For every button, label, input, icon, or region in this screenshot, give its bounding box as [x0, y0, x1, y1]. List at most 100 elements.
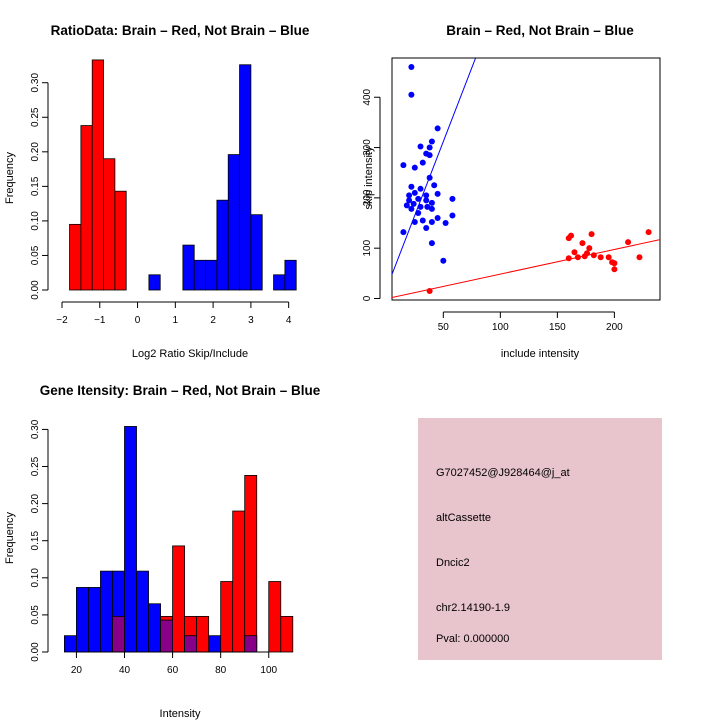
- scatter-x-tick-label-2: 150: [549, 322, 566, 333]
- ratio-hist-x-tick-label-6: 4: [286, 315, 292, 326]
- scatter-point-notbrain-16: [411, 189, 418, 196]
- scatter-point-notbrain-30: [415, 209, 422, 216]
- intensity-histogram-bars: [64, 426, 294, 653]
- intensity-hist-y-tick-label-5: 0.25: [30, 456, 41, 476]
- scatter-point-notbrain-4: [426, 144, 433, 151]
- ratio-hist-bar-brain-0: [69, 223, 82, 291]
- intensity-hist-bar-notbrain-2: [88, 587, 101, 653]
- scatter-point-notbrain-19: [449, 195, 456, 202]
- ratio-hist-bar-brain-4: [114, 190, 127, 291]
- scatter-point-notbrain-7: [428, 138, 435, 145]
- scatter-point-brain-10: [590, 252, 597, 259]
- scatter-point-notbrain-39: [428, 240, 435, 247]
- scatter-point-notbrain-11: [426, 174, 433, 181]
- scatter-title: Brain – Red, Not Brain – Blue: [446, 23, 634, 38]
- scatter-point-notbrain-38: [400, 229, 407, 236]
- intensity-hist-bar-notbrain-6: [136, 570, 149, 653]
- scatter-point-notbrain-36: [442, 220, 449, 227]
- intensity-hist-bar-brain-7: [244, 475, 258, 653]
- scatter-point-notbrain-15: [406, 192, 413, 199]
- intensity-hist-bar-notbrain-5: [124, 426, 137, 653]
- info-location: chr2.14190-1.9: [436, 602, 510, 614]
- scatter-point-notbrain-27: [424, 203, 431, 210]
- scatter-x-tick-label-1: 100: [492, 322, 509, 333]
- intensity-hist-bar-overlap-1: [160, 619, 173, 653]
- scatter-point-brain-6: [565, 255, 572, 262]
- scatter-point-notbrain-14: [431, 182, 438, 189]
- ratio-histogram-title: RatioData: Brain – Red, Not Brain – Blue: [51, 23, 310, 38]
- scatter-ylabel: skip intensity: [363, 146, 375, 209]
- intensity-hist-bar-notbrain-12: [208, 635, 222, 653]
- ratio-hist-y-tick-label-6: 0.30: [30, 73, 41, 93]
- ratio-histogram-axes: −2 −1 0 1 2 3 4 0.00 0.05 0.10 0.15 0.20 0.25 0.30: [30, 73, 292, 326]
- ratio-hist-bar-notbrain-6: [239, 64, 252, 291]
- scatter-point-notbrain-28: [408, 205, 415, 212]
- info-event-type: altCassette: [436, 512, 491, 524]
- ratio-hist-x-tick-label-4: 2: [210, 315, 216, 326]
- scatter-point-notbrain-9: [400, 162, 407, 169]
- scatter-point-notbrain-8: [419, 159, 426, 166]
- scatter-point-notbrain-3: [417, 143, 424, 150]
- scatter-y-tick-label-2: 200: [362, 189, 373, 206]
- ratio-hist-bar-brain-3: [103, 158, 116, 291]
- scatter-point-brain-1: [568, 232, 575, 239]
- intensity-hist-bar-notbrain-7: [148, 603, 161, 653]
- scatter-point-brain-5: [586, 245, 593, 252]
- scatter-fit-line-notbrain: [392, 58, 477, 275]
- scatter-x-tick-label-0: 50: [438, 322, 450, 333]
- scatter-y-tick-label-0: 0: [362, 295, 373, 301]
- ratio-hist-bar-notbrain-4: [216, 199, 229, 291]
- scatter-fit-line-brain: [392, 239, 660, 298]
- intensity-hist-bar-brain-9: [280, 615, 294, 653]
- intensity-hist-x-tick-label-2: 60: [167, 665, 179, 676]
- scatter-point-brain-19: [426, 287, 433, 294]
- intensity-hist-y-tick-label-3: 0.15: [30, 531, 41, 551]
- intensity-hist-bar-overlap-0: [112, 615, 125, 653]
- intensity-hist-y-tick-label-6: 0.30: [30, 419, 41, 439]
- scatter-point-brain-18: [645, 229, 652, 236]
- scatter-plot-box: [391, 57, 661, 301]
- ratio-hist-x-tick-label-0: −2: [56, 315, 68, 326]
- scatter-point-brain-2: [588, 231, 595, 238]
- scatter-point-notbrain-31: [449, 212, 456, 219]
- ratio-histogram-ylabel: Frequency: [4, 152, 16, 204]
- scatter-point-notbrain-26: [417, 203, 424, 210]
- intensity-hist-bar-brain-5: [220, 581, 234, 653]
- intensity-hist-bar-brain-6: [232, 510, 246, 653]
- scatter-axes: 50 100 150 200 0 100 200 300 400: [362, 88, 623, 333]
- intensity-histogram-panel: Gene Itensity: Brain – Red, Not Brain – …: [4, 383, 321, 720]
- intensity-scatter-panel: Brain – Red, Not Brain – Blue include in…: [362, 23, 661, 360]
- ratio-hist-y-tick-label-4: 0.20: [30, 142, 41, 162]
- scatter-point-brain-7: [574, 254, 581, 261]
- intensity-hist-bar-overlap-3: [184, 635, 198, 653]
- ratio-hist-y-tick-label-1: 0.05: [30, 245, 41, 265]
- intensity-histogram-ylabel: Frequency: [4, 512, 16, 564]
- intensity-histogram-axes: 20 40 60 80 100 0.00 0.05 0.10 0.15 0.20 0.25 0.30: [30, 419, 278, 676]
- ratio-hist-y-tick-label-3: 0.15: [30, 176, 41, 196]
- intensity-hist-bar-brain-2: [172, 545, 186, 653]
- scatter-point-brain-17: [636, 254, 643, 261]
- scatter-point-brain-4: [579, 240, 586, 247]
- scatter-point-notbrain-17: [423, 192, 430, 199]
- intensity-hist-x-tick-label-3: 80: [215, 665, 227, 676]
- ratio-hist-bar-notbrain-5: [227, 154, 240, 291]
- scatter-y-tick-label-4: 400: [362, 88, 373, 105]
- scatter-point-brain-12: [605, 254, 612, 261]
- intensity-hist-y-tick-label-2: 0.10: [30, 568, 41, 588]
- scatter-point-notbrain-37: [423, 225, 430, 232]
- ratio-hist-x-tick-label-2: 0: [135, 315, 141, 326]
- intensity-hist-y-tick-label-0: 0.00: [30, 642, 41, 662]
- intensity-hist-bar-brain-4: [196, 615, 210, 653]
- info-gene-name: Dncic2: [436, 557, 470, 569]
- ratio-hist-y-tick-label-5: 0.25: [30, 107, 41, 127]
- ratio-hist-bar-brain-2: [91, 59, 104, 291]
- scatter-point-brain-15: [611, 266, 618, 273]
- scatter-point-notbrain-13: [417, 185, 424, 192]
- intensity-histogram-xlabel: Intensity: [160, 708, 201, 720]
- ratio-hist-bar-notbrain-0: [148, 274, 161, 291]
- ratio-hist-y-tick-label-2: 0.10: [30, 211, 41, 231]
- scatter-point-notbrain-34: [428, 219, 435, 226]
- ratio-hist-x-tick-label-3: 1: [173, 315, 179, 326]
- scatter-point-notbrain-23: [428, 199, 435, 206]
